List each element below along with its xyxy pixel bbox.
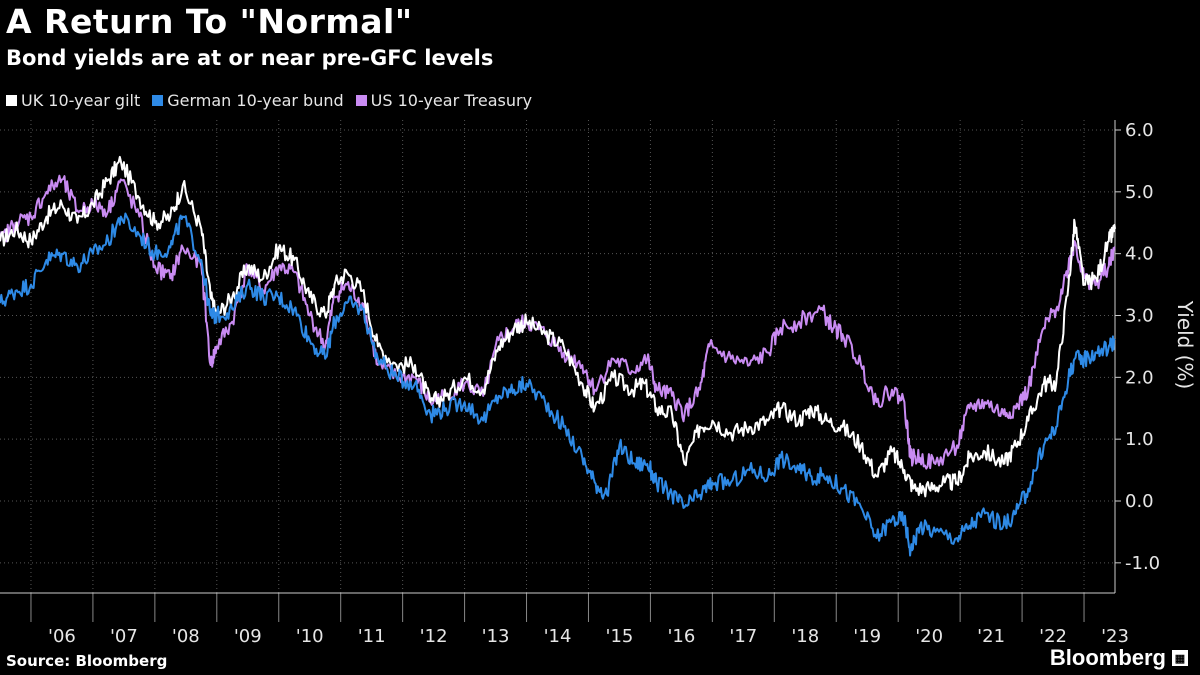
x-tick-label: '22 xyxy=(1039,626,1067,647)
legend-swatch-de xyxy=(152,95,164,106)
x-tick-label: '19 xyxy=(853,626,881,647)
x-tick-label: '07 xyxy=(110,626,138,647)
legend-item-de: German 10-year bund xyxy=(152,91,344,110)
chart-title: A Return To "Normal" xyxy=(6,2,413,41)
x-tick-label: '06 xyxy=(48,626,76,647)
x-tick-label: '10 xyxy=(296,626,324,647)
chart-subtitle: Bond yields are at or near pre-GFC level… xyxy=(6,46,494,70)
y-tick-label: 6.0 xyxy=(1125,120,1154,141)
legend: UK 10-year gilt German 10-year bund US 1… xyxy=(6,91,532,110)
brand-name: Bloomberg xyxy=(1049,645,1166,670)
legend-swatch-us xyxy=(355,95,367,106)
x-tick-label: '23 xyxy=(1101,626,1129,647)
x-tick-label: '20 xyxy=(915,626,943,647)
legend-label-us: US 10-year Treasury xyxy=(370,91,533,110)
y-tick-label: 3.0 xyxy=(1125,306,1154,327)
x-tick-label: '18 xyxy=(791,626,819,647)
legend-item-uk: UK 10-year gilt xyxy=(6,91,140,110)
y-tick-label: 2.0 xyxy=(1125,367,1154,388)
y-tick-label: -1.0 xyxy=(1125,553,1160,574)
x-tick-label: '12 xyxy=(420,626,448,647)
x-tick-label: '13 xyxy=(482,626,510,647)
x-tick-label: '14 xyxy=(544,626,572,647)
x-tick-label: '11 xyxy=(358,626,386,647)
y-tick-label: 5.0 xyxy=(1125,182,1154,203)
y-axis-title: Yield (%) xyxy=(1173,300,1197,390)
x-tick-label: '08 xyxy=(172,626,200,647)
x-tick-label: '17 xyxy=(729,626,757,647)
bloomberg-chart-icon: ▦ xyxy=(1172,650,1188,666)
series-line-uk xyxy=(0,155,1116,498)
legend-label-uk: UK 10-year gilt xyxy=(21,91,141,110)
series-line-de xyxy=(0,212,1116,557)
legend-item-us: US 10-year Treasury xyxy=(355,91,533,110)
x-tick-label: '21 xyxy=(977,626,1005,647)
source-note: Source: Bloomberg xyxy=(6,652,168,670)
x-tick-label: '15 xyxy=(606,626,634,647)
y-tick-label: 4.0 xyxy=(1125,244,1154,265)
y-tick-label: 0.0 xyxy=(1125,491,1154,512)
legend-swatch-uk xyxy=(6,95,17,106)
brand-logo: Bloomberg ▦ xyxy=(1050,645,1188,671)
x-tick-label: '09 xyxy=(234,626,262,647)
y-tick-label: 1.0 xyxy=(1125,429,1154,450)
legend-label-de: German 10-year bund xyxy=(167,91,344,110)
x-tick-label: '16 xyxy=(667,626,695,647)
